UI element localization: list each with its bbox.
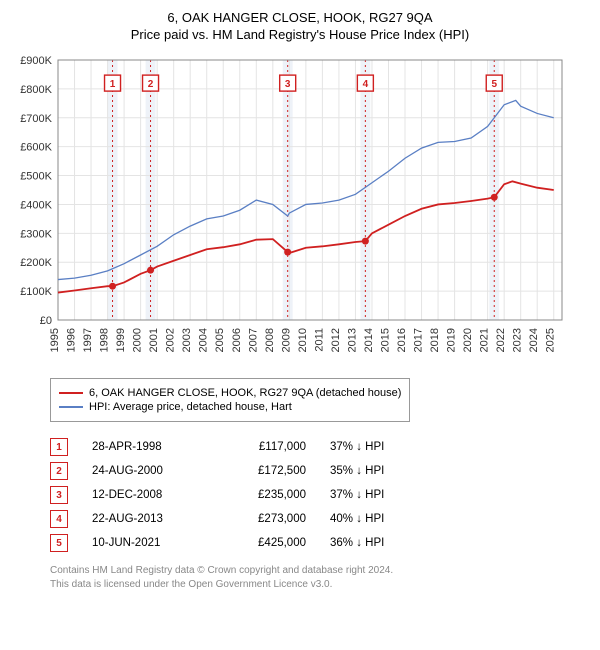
svg-text:2022: 2022 — [495, 328, 507, 352]
svg-text:1999: 1999 — [115, 328, 127, 352]
transaction-date: 24-AUG-2000 — [92, 465, 202, 477]
legend-label: HPI: Average price, detached house, Hart — [89, 401, 292, 413]
svg-text:2008: 2008 — [264, 328, 276, 352]
svg-text:£600K: £600K — [20, 142, 52, 154]
svg-text:2016: 2016 — [396, 328, 408, 352]
transaction-marker: 5 — [50, 534, 68, 552]
subtitle: Price paid vs. HM Land Registry's House … — [10, 27, 590, 42]
price-chart: £0 £100K £200K £300K £400K £500K £600K £700K £80… — [10, 50, 570, 370]
legend-label: 6, OAK HANGER CLOSE, HOOK, RG27 9QA (det… — [89, 387, 401, 399]
transaction-pct: 35% ↓ HPI — [330, 465, 420, 477]
transaction-date: 22-AUG-2013 — [92, 513, 202, 525]
svg-text:2001: 2001 — [148, 328, 160, 352]
transaction-row: 4 22-AUG-2013 £273,000 40% ↓ HPI — [50, 510, 590, 528]
svg-text:2005: 2005 — [214, 328, 226, 352]
footer-line-2: This data is licensed under the Open Gov… — [50, 578, 590, 592]
transaction-row: 5 10-JUN-2021 £425,000 36% ↓ HPI — [50, 534, 590, 552]
legend-swatch — [59, 392, 83, 394]
svg-text:2017: 2017 — [413, 328, 425, 352]
svg-text:3: 3 — [285, 79, 291, 90]
transaction-price: £235,000 — [226, 489, 306, 501]
svg-text:2021: 2021 — [479, 328, 491, 352]
transaction-row: 2 24-AUG-2000 £172,500 35% ↓ HPI — [50, 462, 590, 480]
transaction-marker: 2 — [50, 462, 68, 480]
svg-text:2000: 2000 — [132, 328, 144, 352]
svg-text:£300K: £300K — [20, 228, 52, 240]
svg-text:2025: 2025 — [545, 328, 557, 352]
svg-text:2012: 2012 — [330, 328, 342, 352]
svg-text:2014: 2014 — [363, 328, 375, 352]
svg-text:1: 1 — [110, 79, 116, 90]
svg-text:4: 4 — [363, 79, 369, 90]
transaction-date: 28-APR-1998 — [92, 441, 202, 453]
svg-text:1996: 1996 — [66, 328, 78, 352]
svg-text:2: 2 — [148, 79, 154, 90]
legend-swatch — [59, 406, 83, 408]
legend: 6, OAK HANGER CLOSE, HOOK, RG27 9QA (det… — [50, 378, 410, 422]
transaction-row: 3 12-DEC-2008 £235,000 37% ↓ HPI — [50, 486, 590, 504]
svg-text:2006: 2006 — [231, 328, 243, 352]
attribution-footer: Contains HM Land Registry data © Crown c… — [50, 564, 590, 591]
transaction-pct: 37% ↓ HPI — [330, 441, 420, 453]
svg-text:2023: 2023 — [512, 328, 524, 352]
transaction-pct: 36% ↓ HPI — [330, 537, 420, 549]
svg-text:2020: 2020 — [462, 328, 474, 352]
svg-text:2018: 2018 — [429, 328, 441, 352]
svg-text:£100K: £100K — [20, 286, 52, 298]
transaction-date: 12-DEC-2008 — [92, 489, 202, 501]
transaction-pct: 40% ↓ HPI — [330, 513, 420, 525]
svg-text:£200K: £200K — [20, 257, 52, 269]
svg-text:2009: 2009 — [280, 328, 292, 352]
svg-text:2003: 2003 — [181, 328, 193, 352]
svg-text:£700K: £700K — [20, 113, 52, 125]
svg-text:2004: 2004 — [198, 328, 210, 352]
legend-row: 6, OAK HANGER CLOSE, HOOK, RG27 9QA (det… — [59, 387, 401, 399]
transaction-price: £172,500 — [226, 465, 306, 477]
transaction-pct: 37% ↓ HPI — [330, 489, 420, 501]
svg-text:5: 5 — [491, 79, 497, 90]
svg-text:2011: 2011 — [313, 328, 325, 352]
chart-title-block: 6, OAK HANGER CLOSE, HOOK, RG27 9QA Pric… — [10, 10, 590, 42]
transaction-date: 10-JUN-2021 — [92, 537, 202, 549]
transaction-marker: 4 — [50, 510, 68, 528]
transaction-price: £117,000 — [226, 441, 306, 453]
svg-text:2015: 2015 — [379, 328, 391, 352]
chart-container: £0 £100K £200K £300K £400K £500K £600K £700K £80… — [10, 50, 590, 370]
svg-text:1997: 1997 — [82, 328, 94, 352]
transaction-marker: 1 — [50, 438, 68, 456]
transactions-table: 1 28-APR-1998 £117,000 37% ↓ HPI 2 24-AUG-200… — [50, 438, 590, 552]
transaction-price: £273,000 — [226, 513, 306, 525]
address-title: 6, OAK HANGER CLOSE, HOOK, RG27 9QA — [10, 10, 590, 25]
svg-text:1995: 1995 — [49, 328, 61, 352]
svg-text:2010: 2010 — [297, 328, 309, 352]
transaction-row: 1 28-APR-1998 £117,000 37% ↓ HPI — [50, 438, 590, 456]
svg-text:2024: 2024 — [528, 328, 540, 352]
svg-text:2019: 2019 — [446, 328, 458, 352]
svg-text:2013: 2013 — [346, 328, 358, 352]
svg-text:2007: 2007 — [247, 328, 259, 352]
svg-text:£500K: £500K — [20, 171, 52, 183]
transaction-price: £425,000 — [226, 537, 306, 549]
svg-text:£0: £0 — [40, 315, 52, 327]
svg-text:£900K: £900K — [20, 55, 52, 67]
svg-text:£800K: £800K — [20, 84, 52, 96]
svg-text:2002: 2002 — [165, 328, 177, 352]
transaction-marker: 3 — [50, 486, 68, 504]
svg-text:£400K: £400K — [20, 199, 52, 211]
legend-row: HPI: Average price, detached house, Hart — [59, 401, 401, 413]
svg-text:1998: 1998 — [99, 328, 111, 352]
footer-line-1: Contains HM Land Registry data © Crown c… — [50, 564, 590, 578]
